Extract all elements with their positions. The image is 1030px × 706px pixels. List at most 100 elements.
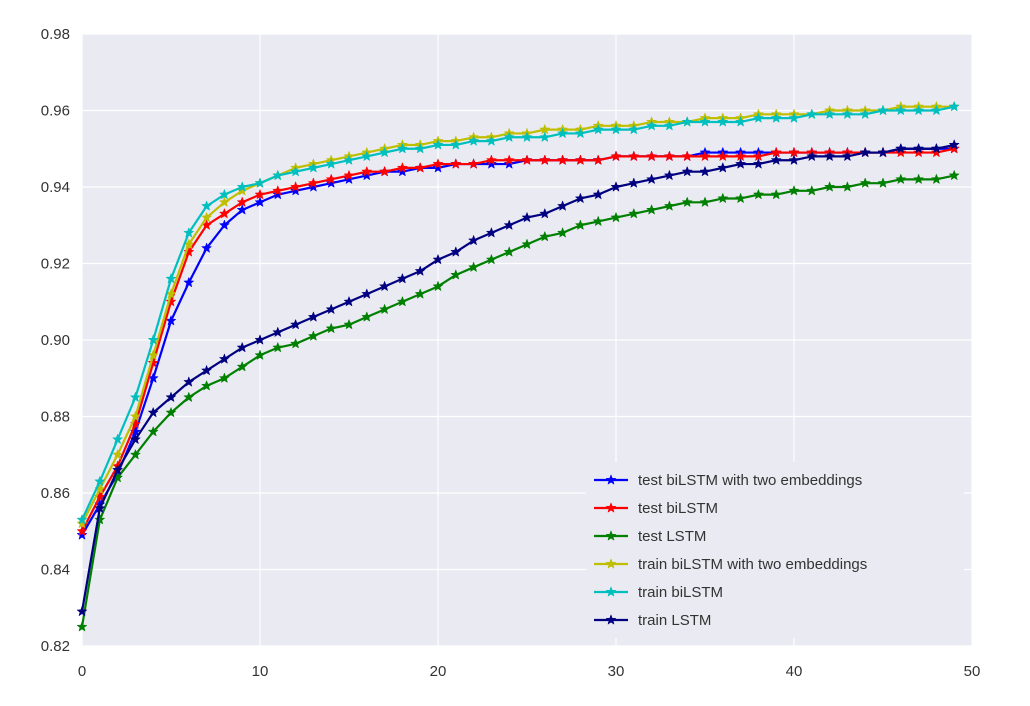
data-point-marker [272,341,284,353]
data-point-marker [272,184,284,196]
data-point-marker [539,230,551,242]
data-point-marker [414,142,426,154]
data-point-marker [396,142,409,154]
data-point-marker [432,158,444,169]
data-point-marker [325,173,337,185]
y-tick-label: 0.94 [41,179,70,196]
data-point-marker [467,261,480,273]
data-point-marker [699,196,711,208]
data-point-marker [788,184,800,196]
data-point-marker [378,165,391,177]
data-point-marker [521,238,533,250]
data-point-marker [521,154,533,166]
data-point-marker [200,200,213,211]
data-point-marker [912,146,925,158]
data-point-marker [254,177,266,188]
legend-marker [605,502,617,513]
data-point-marker [129,448,142,460]
data-point-marker [236,204,248,215]
legend-label: test LSTM [638,528,706,545]
data-point-marker [485,158,498,169]
data-point-marker [432,280,444,292]
data-point-marker [361,311,373,322]
legend-marker [605,474,617,485]
data-point-marker [574,127,587,139]
data-point-marker [343,154,355,166]
data-point-marker [823,108,836,120]
y-tick-label: 0.92 [41,256,70,273]
series-layer [76,100,960,632]
legend-item: train biLSTM with two embeddings [594,556,867,573]
data-point-marker [788,112,800,123]
data-point-marker [610,123,622,135]
data-point-marker [663,150,676,162]
data-point-marker [236,341,248,353]
data-point-marker [396,272,409,284]
data-point-marker [218,207,231,219]
data-point-marker [681,196,693,208]
data-point-marker [734,192,747,204]
legend-item: train LSTM [594,612,711,629]
data-point-marker [574,192,587,204]
data-point-marker [770,112,782,123]
data-point-marker [717,161,729,173]
data-point-marker [699,165,711,177]
data-point-marker [823,181,836,192]
data-point-marker [165,391,177,403]
data-point-marker [129,410,142,422]
y-tick-label: 0.96 [41,103,70,120]
data-point-marker [396,295,409,307]
data-point-marker [539,154,551,166]
data-point-marker [254,334,266,345]
data-point-marker [556,226,569,238]
data-point-marker [147,425,159,437]
data-point-marker [165,406,177,418]
data-point-marker [289,318,302,330]
x-tick-label: 40 [786,663,803,680]
data-point-marker [645,204,658,215]
data-point-marker [948,139,960,150]
data-point-marker [94,502,106,514]
data-point-marker [521,211,533,223]
data-point-marker [592,188,604,200]
data-point-marker [948,100,960,112]
data-point-marker [307,161,320,173]
data-point-marker [325,177,337,188]
data-point-marker [414,288,426,299]
data-point-marker [183,376,195,387]
data-point-marker [467,234,480,246]
data-point-marker [752,112,765,123]
data-point-marker [539,207,551,219]
data-point-marker [628,150,640,162]
data-point-marker [218,353,231,364]
data-point-marker [574,154,587,166]
data-point-marker [717,150,729,162]
legend-marker [605,530,617,541]
data-point-marker [111,464,124,475]
data-point-marker [930,146,943,158]
data-point-marker [734,116,747,127]
data-point-marker [272,326,284,338]
data-point-marker [948,142,960,154]
data-point-marker [94,475,106,487]
data-point-marker [218,219,231,231]
data-point-marker [307,177,320,188]
data-point-marker [663,200,676,211]
data-point-marker [610,211,622,223]
x-tick-label: 50 [964,663,981,680]
data-point-marker [930,104,943,116]
data-point-marker [307,311,320,322]
data-point-marker [592,123,604,135]
data-point-marker [699,116,711,127]
data-point-marker [218,188,231,200]
data-point-marker [343,295,355,307]
data-point-marker [76,605,88,617]
data-point-marker [361,169,373,181]
data-point-marker [752,188,765,200]
legend-item: test biLSTM with two embeddings [594,472,862,489]
data-point-marker [841,181,854,192]
data-point-marker [912,142,925,154]
data-point-marker [361,288,373,299]
data-point-marker [877,146,889,158]
data-point-marker [770,154,782,166]
